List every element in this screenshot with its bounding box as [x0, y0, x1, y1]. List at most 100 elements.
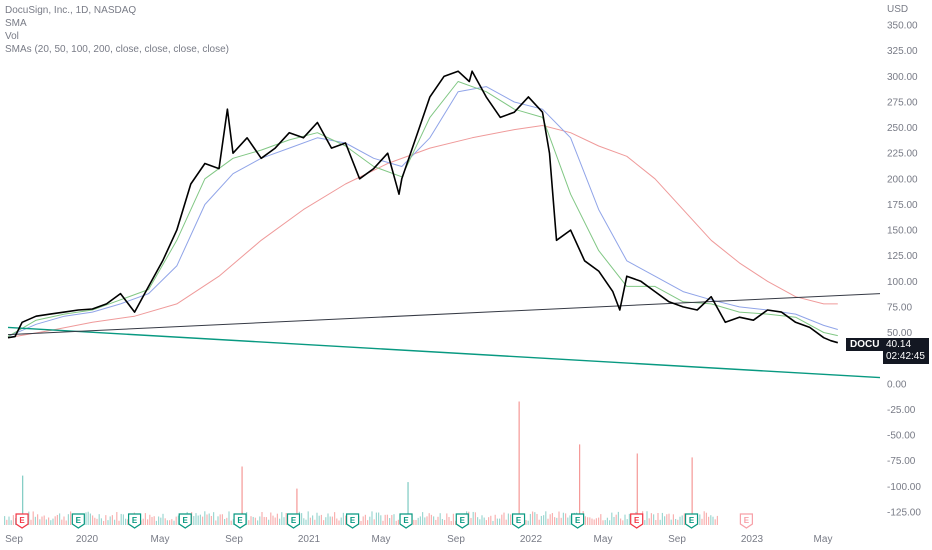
- earnings-marker[interactable]: E: [345, 513, 360, 529]
- earnings-badge: [178, 513, 192, 529]
- legend-title[interactable]: DocuSign, Inc., 1D, NASDAQ: [5, 5, 137, 16]
- volume-bar: [360, 520, 362, 525]
- volume-bar: [565, 513, 567, 525]
- volume-bar: [628, 513, 630, 525]
- volume-bar: [417, 517, 419, 525]
- volume-bar: [109, 516, 111, 525]
- earnings-label: E: [76, 516, 82, 525]
- y-tick-label: -125.00: [887, 507, 921, 518]
- volume-bar: [384, 514, 386, 525]
- earnings-marker[interactable]: E: [286, 513, 301, 529]
- volume-bar: [279, 518, 281, 525]
- volume-bar: [448, 517, 450, 525]
- sma20-line: [7, 81, 838, 338]
- volume-bar: [327, 513, 329, 525]
- volume-bar: [120, 513, 122, 525]
- earnings-badge: [127, 513, 142, 529]
- earnings-badge: [571, 513, 585, 529]
- volume-bar: [386, 514, 388, 525]
- earnings-label: E: [19, 516, 25, 525]
- volume-bar: [393, 514, 395, 525]
- volume-bar: [261, 511, 263, 525]
- volume-bar: [226, 517, 228, 525]
- volume-bar: [433, 516, 435, 525]
- volume-bar: [648, 518, 650, 525]
- time-axis[interactable]: Sep 2020 May Sep 2021 May Sep 2022 May Sep 2023 May: [5, 534, 832, 545]
- earnings-label: E: [132, 516, 138, 525]
- y-tick-label: 0.00: [887, 379, 907, 390]
- volume-bar: [490, 515, 492, 525]
- volume-bar: [301, 513, 303, 525]
- volume-bar: [268, 519, 270, 525]
- earnings-label: E: [744, 516, 750, 525]
- volume-bar: [309, 517, 311, 525]
- earnings-marker[interactable]: E: [15, 513, 29, 529]
- legend-sma[interactable]: SMA: [5, 18, 27, 29]
- volume-bar: [281, 512, 283, 525]
- earnings-marker[interactable]: E: [739, 513, 753, 529]
- earnings-marker[interactable]: E: [71, 513, 85, 529]
- legend-smas[interactable]: SMAs (20, 50, 100, 200, close, close, cl…: [5, 44, 229, 55]
- volume-bar: [479, 519, 481, 525]
- volume-bar: [323, 520, 325, 525]
- legend-vol[interactable]: Vol: [5, 31, 19, 42]
- volume-bar: [210, 515, 212, 525]
- volume-bar: [672, 514, 674, 525]
- volume-bar: [63, 516, 65, 525]
- earnings-marker[interactable]: E: [455, 513, 469, 529]
- volume-bar: [569, 515, 571, 525]
- earnings-marker[interactable]: E: [511, 513, 526, 529]
- volume-spike: [636, 453, 638, 525]
- volume-bar: [219, 514, 221, 525]
- volume-bar: [274, 517, 276, 525]
- earnings-marker[interactable]: E: [399, 513, 413, 529]
- volume-bar: [107, 520, 109, 525]
- volume-bar: [369, 516, 371, 525]
- volume-bar: [551, 513, 553, 525]
- earnings-marker[interactable]: E: [684, 513, 699, 529]
- volume-bar: [270, 512, 272, 525]
- volume-bar: [430, 514, 432, 525]
- volume-bar: [668, 513, 670, 525]
- earnings-marker[interactable]: E: [571, 513, 585, 529]
- x-tick-label: 2021: [298, 534, 321, 545]
- volume-bar: [483, 517, 485, 525]
- earnings-label: E: [237, 516, 243, 525]
- earnings-marker[interactable]: E: [630, 513, 644, 529]
- volume-bar: [169, 520, 171, 525]
- volume-bar: [307, 511, 309, 525]
- y-tick-label: 275.00: [887, 97, 918, 108]
- volume-bar: [34, 516, 36, 525]
- y-tick-label: -75.00: [887, 456, 916, 467]
- volume-bar: [228, 511, 230, 525]
- x-tick-label: Sep: [225, 534, 243, 545]
- volume-bar: [173, 520, 175, 525]
- volume-bar: [252, 516, 254, 525]
- volume-bar: [122, 514, 124, 525]
- earnings-marker[interactable]: E: [127, 513, 142, 529]
- x-tick-label: 2020: [76, 534, 99, 545]
- volume-bar: [166, 520, 168, 525]
- price-line: [7, 70, 839, 344]
- volume-bar: [380, 515, 382, 525]
- earnings-marker[interactable]: E: [233, 513, 247, 529]
- volume-bar: [345, 515, 347, 525]
- volume-bar: [329, 516, 331, 525]
- volume-bar: [472, 511, 474, 525]
- volume-bar: [587, 517, 589, 525]
- volume-bar: [699, 514, 701, 525]
- volume-bar: [199, 514, 201, 525]
- earnings-badge: [345, 513, 360, 529]
- volume-bar: [125, 518, 127, 525]
- volume-bar: [10, 520, 12, 525]
- volume-bar: [375, 512, 377, 525]
- volume-bar: [87, 511, 89, 525]
- volume-bar: [45, 519, 47, 525]
- last-price-label: 40.14 02:42:45: [883, 338, 929, 364]
- volume-bar: [48, 517, 50, 525]
- volume-bar: [494, 514, 496, 525]
- price-axis[interactable]: 350.00 325.00 300.00 275.00 250.00 225.00 200.…: [887, 21, 921, 519]
- volume-bar: [92, 515, 94, 525]
- earnings-marker[interactable]: E: [178, 513, 192, 529]
